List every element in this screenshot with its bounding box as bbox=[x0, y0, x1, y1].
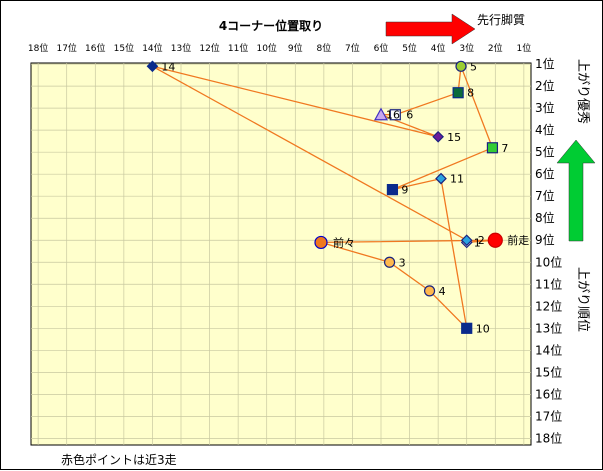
y-tick-label: 3位 bbox=[535, 100, 555, 115]
y-tick-label: 1位 bbox=[535, 56, 555, 71]
x-tick-label: 2位 bbox=[488, 42, 503, 54]
point-2 bbox=[460, 234, 473, 247]
x-tick-label: 4位 bbox=[431, 42, 446, 54]
point-label-2: 2 bbox=[478, 234, 485, 247]
x-tick-label: 16位 bbox=[85, 42, 105, 54]
y-tick-label: 14位 bbox=[535, 342, 562, 357]
point-label-前々: 前々 bbox=[333, 235, 355, 249]
y-tick-label: 15位 bbox=[535, 364, 562, 379]
point-label-3: 3 bbox=[399, 256, 406, 269]
y-tick-label: 5位 bbox=[535, 144, 555, 159]
y-tick-label: 7位 bbox=[535, 188, 555, 203]
y-tick-labels: 1位 2位 3位 4位 5位 6位 7位 8位 9位 10位 11位 12位 13位 14位 15位 16位 1… bbox=[535, 56, 562, 445]
point-3 bbox=[383, 256, 396, 268]
y-tick-label: 9位 bbox=[535, 232, 555, 247]
y-tick-label: 12位 bbox=[535, 298, 562, 313]
point-11 bbox=[435, 172, 447, 185]
x-tick-label: 18位 bbox=[28, 42, 48, 54]
point-label-7: 7 bbox=[501, 142, 508, 155]
x-tick-label: 6位 bbox=[374, 42, 389, 54]
arrow-up-icon bbox=[556, 139, 596, 242]
y-tick-label: 16位 bbox=[535, 386, 562, 401]
point-4 bbox=[423, 285, 436, 297]
y-tick-label: 10位 bbox=[535, 254, 562, 269]
x-tick-label: 13位 bbox=[171, 42, 191, 54]
y-tick-label: 4位 bbox=[535, 122, 555, 137]
x-tick-label: 8位 bbox=[316, 42, 331, 54]
point-5 bbox=[455, 60, 467, 72]
point-6 bbox=[389, 109, 401, 121]
arrow-up-label: 上がり優秀 bbox=[575, 59, 590, 124]
data-points bbox=[146, 60, 503, 334]
y-tick-label: 8位 bbox=[535, 210, 555, 225]
point-label-1: 1 bbox=[474, 236, 481, 249]
y-tick-label: 17位 bbox=[535, 408, 562, 423]
point-label-8: 8 bbox=[467, 87, 474, 100]
x-tick-label: 10位 bbox=[256, 42, 276, 54]
x-tick-label: 14位 bbox=[142, 42, 162, 54]
x-tick-label: 11位 bbox=[228, 42, 248, 54]
gridlines bbox=[31, 63, 531, 445]
x-tick-label: 3位 bbox=[459, 42, 474, 54]
y-tick-label: 2位 bbox=[535, 78, 555, 93]
point-前々 bbox=[314, 235, 328, 250]
x-tick-label: 17位 bbox=[56, 42, 76, 54]
point-9 bbox=[386, 183, 399, 196]
point-label-6: 6 bbox=[406, 109, 413, 122]
point-label-10: 10 bbox=[476, 322, 490, 335]
point-labels: 14 5 8 16 6 15 7 11 9 前々 12 前走 3 4 10 bbox=[161, 60, 529, 335]
x-tick-label: 5位 bbox=[402, 42, 417, 54]
point-8 bbox=[452, 87, 464, 99]
y-tick-label: 13位 bbox=[535, 320, 562, 335]
chart-title: 4コーナー位置取り bbox=[219, 18, 323, 33]
x-tick-label: 1位 bbox=[516, 42, 531, 54]
point-15 bbox=[432, 130, 444, 143]
footnote: 赤色ポイントは近3走 bbox=[61, 453, 177, 467]
x-tick-label: 9位 bbox=[288, 42, 303, 54]
point-label-4: 4 bbox=[439, 285, 446, 298]
y-tick-label: 6位 bbox=[535, 166, 555, 181]
arrow-right-label: 先行脚質 bbox=[477, 12, 525, 27]
arrow-right-icon bbox=[385, 13, 476, 45]
y-tick-label: 11位 bbox=[535, 276, 562, 291]
point-label-11: 11 bbox=[450, 173, 464, 186]
point-7 bbox=[486, 142, 499, 154]
point-label-9: 9 bbox=[401, 184, 408, 197]
x-tick-label: 15位 bbox=[114, 42, 134, 54]
plot-area bbox=[30, 62, 532, 446]
point-label-前走: 前走 bbox=[507, 233, 529, 247]
point-前走 bbox=[487, 232, 503, 248]
point-label-14: 14 bbox=[161, 60, 175, 73]
x-tick-label: 7位 bbox=[345, 42, 360, 54]
point-label-15: 15 bbox=[447, 131, 461, 144]
point-14 bbox=[146, 60, 159, 73]
x-tick-labels: 18位 17位 16位 15位 14位 13位 12位 11位 10位 9位 8位 7位 6位 5位 4位 3… bbox=[28, 42, 531, 54]
point-16 bbox=[373, 107, 389, 121]
point-label-5: 5 bbox=[470, 60, 477, 73]
y-tick-label: 18位 bbox=[535, 430, 562, 445]
y-side-label: 上がり順位 bbox=[575, 267, 590, 332]
point-10 bbox=[461, 322, 473, 334]
point-label-16: 16 bbox=[386, 109, 400, 122]
x-tick-label: 12位 bbox=[199, 42, 219, 54]
